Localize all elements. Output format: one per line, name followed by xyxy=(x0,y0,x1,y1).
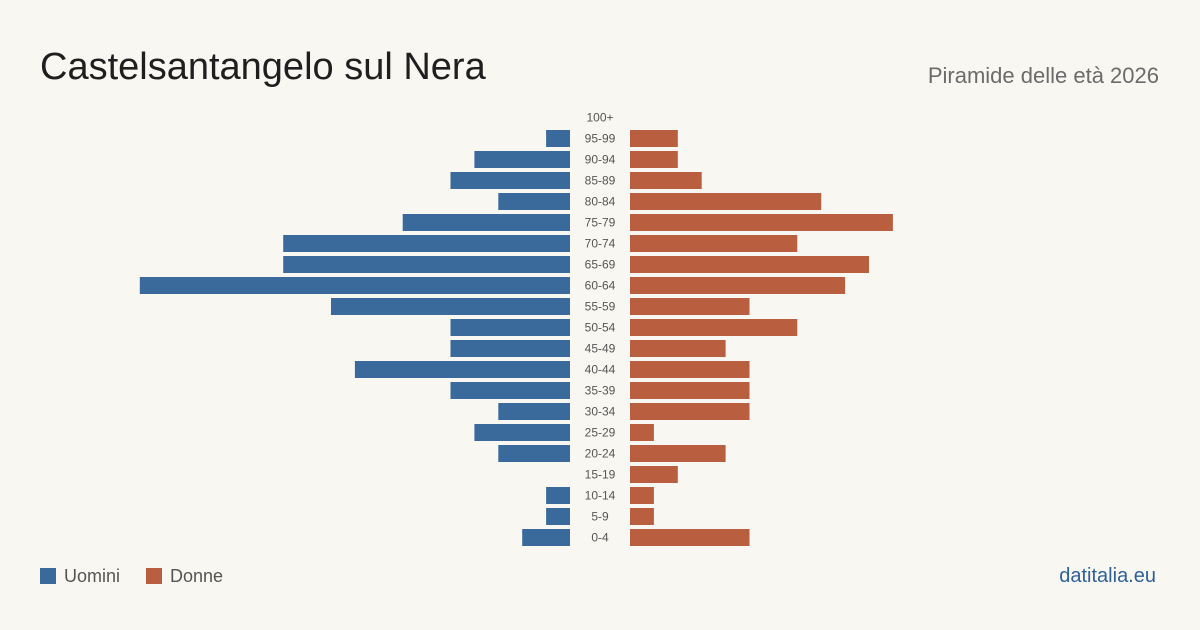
bar-men-40-44 xyxy=(354,361,570,378)
bar-men-30-34 xyxy=(498,403,570,420)
legend-label-women: Donne xyxy=(170,565,224,586)
age-label-55-59: 55-59 xyxy=(585,300,616,314)
legend-label-men: Uomini xyxy=(64,565,121,586)
bar-men-80-84 xyxy=(498,193,570,210)
bar-men-5-9 xyxy=(546,508,570,525)
bar-men-10-14 xyxy=(546,487,570,504)
age-label-50-54: 50-54 xyxy=(585,321,616,335)
bar-men-65-69 xyxy=(283,256,570,273)
legend: Uomini Donne xyxy=(40,565,249,587)
age-label-85-89: 85-89 xyxy=(585,174,616,188)
bar-women-35-39 xyxy=(630,382,750,399)
bar-men-95-99 xyxy=(546,130,570,147)
bar-men-35-39 xyxy=(450,382,570,399)
age-label-100+: 100+ xyxy=(586,111,613,125)
bar-women-0-4 xyxy=(630,529,750,546)
men-swatch xyxy=(40,568,56,584)
bar-men-20-24 xyxy=(498,445,570,462)
bar-women-40-44 xyxy=(630,361,750,378)
bar-women-25-29 xyxy=(630,424,654,441)
age-label-25-29: 25-29 xyxy=(585,426,616,440)
bar-men-60-64 xyxy=(139,277,571,294)
bar-men-50-54 xyxy=(450,319,570,336)
age-label-95-99: 95-99 xyxy=(585,132,616,146)
legend-item-men: Uomini xyxy=(40,566,120,587)
age-label-70-74: 70-74 xyxy=(585,237,616,251)
age-label-30-34: 30-34 xyxy=(585,405,616,419)
bar-women-50-54 xyxy=(630,319,798,336)
bar-women-70-74 xyxy=(630,235,798,252)
bar-men-90-94 xyxy=(474,151,570,168)
age-label-45-49: 45-49 xyxy=(585,342,616,356)
bar-women-20-24 xyxy=(630,445,726,462)
age-label-15-19: 15-19 xyxy=(585,468,616,482)
legend-item-women: Donne xyxy=(146,566,223,587)
age-label-40-44: 40-44 xyxy=(585,363,616,377)
bar-women-30-34 xyxy=(630,403,750,420)
bar-women-90-94 xyxy=(630,151,678,168)
bar-women-95-99 xyxy=(630,130,678,147)
bar-men-45-49 xyxy=(450,340,570,357)
bar-women-55-59 xyxy=(630,298,750,315)
age-label-80-84: 80-84 xyxy=(585,195,616,209)
bar-women-85-89 xyxy=(630,172,702,189)
age-label-20-24: 20-24 xyxy=(585,447,616,461)
age-label-65-69: 65-69 xyxy=(585,258,616,272)
bar-men-25-29 xyxy=(474,424,570,441)
bar-women-65-69 xyxy=(630,256,869,273)
bar-men-70-74 xyxy=(283,235,570,252)
age-label-60-64: 60-64 xyxy=(585,279,616,293)
women-swatch xyxy=(146,568,163,584)
bar-women-5-9 xyxy=(630,508,654,525)
bar-women-75-79 xyxy=(630,214,893,231)
age-label-10-14: 10-14 xyxy=(585,489,616,503)
chart-title: Castelsantangelo sul Nera xyxy=(40,46,486,88)
bar-men-85-89 xyxy=(450,172,570,189)
bar-women-80-84 xyxy=(630,193,822,210)
age-label-75-79: 75-79 xyxy=(585,216,616,230)
bar-men-55-59 xyxy=(331,298,570,315)
bar-men-75-79 xyxy=(402,214,570,231)
bar-women-15-19 xyxy=(630,466,678,483)
bar-women-45-49 xyxy=(630,340,726,357)
chart-subtitle: Piramide delle età 2026 xyxy=(927,63,1159,88)
bar-men-0-4 xyxy=(522,529,570,546)
age-label-0-4: 0-4 xyxy=(591,531,609,545)
age-label-35-39: 35-39 xyxy=(585,384,616,398)
source-link[interactable]: datitalia.eu xyxy=(1059,565,1156,587)
age-label-90-94: 90-94 xyxy=(585,153,616,167)
bar-women-60-64 xyxy=(630,277,846,294)
age-label-5-9: 5-9 xyxy=(591,510,609,524)
bar-women-10-14 xyxy=(630,487,654,504)
